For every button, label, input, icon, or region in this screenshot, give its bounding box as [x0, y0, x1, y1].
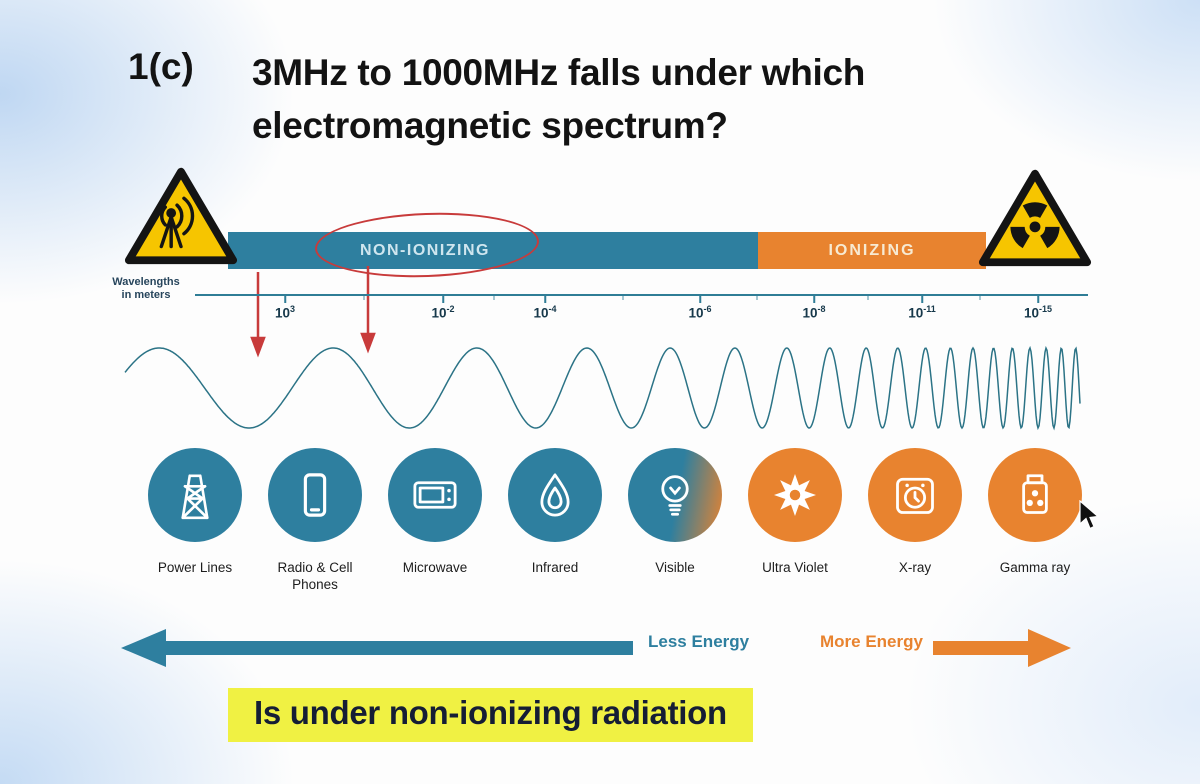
spectrum-item-infrared: Infrared: [495, 448, 615, 576]
non-ionizing-band: [228, 232, 758, 269]
spectrum-item-label: Gamma ray: [999, 560, 1071, 575]
mouse-cursor: [1079, 500, 1100, 530]
microwave-circle: [388, 448, 482, 542]
x-ray-circle: [868, 448, 962, 542]
infrared-icon: [540, 473, 570, 517]
axis-minor-tick: [622, 296, 623, 300]
axis-tick-label: 103: [274, 304, 296, 321]
gamma-ray-icon: [1022, 474, 1048, 514]
infrared-circle: [508, 448, 602, 542]
question-text: 3MHz to 1000MHz falls under which electr…: [252, 46, 865, 152]
axis-tick-label: 10-11: [908, 304, 936, 321]
answer-highlight: Is under non-ionizing radiation: [228, 688, 753, 742]
axis-tick-label: 10-15: [1023, 304, 1053, 321]
x-ray-icon: [896, 477, 934, 514]
spectrum-item-label: Infrared: [531, 560, 579, 575]
axis-tick-label: 10-6: [688, 304, 712, 321]
axis-minor-tick: [493, 296, 495, 300]
ionizing-label: IONIZING: [828, 241, 916, 259]
axis-tick: [284, 296, 286, 303]
power-lines-circle: [148, 448, 242, 542]
uv-burst-icon: [774, 474, 816, 516]
spectrum-item-label: X-ray: [898, 560, 932, 575]
axis-tick: [813, 296, 815, 303]
spectrum-item-ultra-violet: Ultra Violet: [735, 448, 855, 576]
axis-caption-line-2: in meters: [121, 289, 171, 301]
axis-tick: [544, 296, 546, 303]
gamma-ray-circle: [988, 448, 1082, 542]
question-line-2: electromagnetic spectrum?: [252, 105, 728, 146]
axis-tick: [442, 296, 444, 303]
spectrum-item-power-lines: Power Lines: [135, 448, 255, 576]
light-bulb-circle: [628, 448, 722, 542]
non-ionizing-label: NON-IONIZING: [360, 242, 490, 259]
axis-tick-label: 10-4: [533, 304, 557, 321]
axis-tick-label: 10-8: [802, 304, 826, 321]
axis-minor-tick: [867, 296, 869, 300]
less-energy-label: Less Energy: [648, 632, 750, 651]
frequency-range-arrows: [250, 266, 376, 358]
less-energy-arrow: [121, 629, 633, 667]
power-lines-icon: [181, 474, 209, 520]
axis-tick: [1037, 296, 1039, 303]
spectrum-icon-row: Power Lines Radio & Cell Phones Microwave I…: [0, 448, 1200, 618]
question-number: 1(c): [128, 46, 194, 87]
axis-tick: [699, 296, 701, 303]
spectrum-item-label: Power Lines: [157, 560, 233, 575]
wavelength-axis-caption: Wavelengths in meters: [104, 276, 188, 302]
axis-tick: [921, 296, 923, 303]
uv-burst-circle: [748, 448, 842, 542]
cell-phone-icon: [303, 473, 327, 517]
spectrum-item-label: Visible: [655, 560, 695, 575]
axis-minor-tick: [979, 296, 981, 300]
spectrum-item-microwave: Microwave: [375, 448, 495, 576]
radiation-warning-icon: [978, 169, 1092, 267]
cell-phone-circle: [268, 448, 362, 542]
question-line-1: 3MHz to 1000MHz falls under which: [252, 52, 866, 93]
spectrum-item-label: Microwave: [402, 560, 468, 575]
spectrum-item-radio-cell-phones: Radio & Cell Phones: [255, 448, 375, 593]
microwave-icon: [413, 481, 457, 509]
em-wave-curve: [124, 345, 1081, 431]
axis-tick-label: 10-2: [431, 304, 455, 321]
axis-caption-line-1: Wavelengths: [112, 276, 180, 288]
emf-warning-icon: [124, 167, 238, 265]
spectrum-item-label: Radio & Cell Phones: [277, 560, 353, 592]
light-bulb-icon: [661, 475, 689, 516]
ionizing-band: IONIZING: [758, 232, 986, 269]
spectrum-item-visible: Visible: [615, 448, 735, 576]
spectrum-item-label: Ultra Violet: [762, 560, 828, 575]
axis-minor-tick: [756, 296, 758, 300]
wavelength-axis-line: [195, 294, 1088, 296]
more-energy-label: More Energy: [820, 632, 923, 651]
axis-minor-tick: [363, 296, 365, 300]
answer-text: Is under non-ionizing radiation: [254, 694, 727, 731]
more-energy-arrow: [933, 629, 1071, 667]
spectrum-item-x-ray: X-ray: [855, 448, 975, 576]
spectrum-item-gamma-ray: Gamma ray: [975, 448, 1095, 576]
wavelength-axis-ticks: 103 10-2 10-4 10-6 10-8 10-11 10-15: [0, 296, 1200, 336]
